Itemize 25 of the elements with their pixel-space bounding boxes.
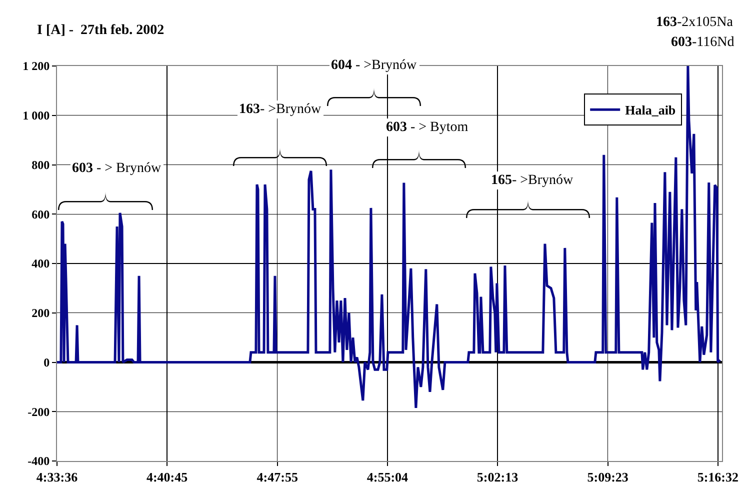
y-tick-label: 800 [32,158,50,172]
annotation: 163- >Brynów [239,102,322,117]
y-axis-title: I [A] - 27th feb. 2002 [37,23,164,38]
y-tick-label: 1 200 [22,59,50,74]
annotation: 603 - > Bytom [386,120,468,135]
x-tick-label: 5:09:23 [587,470,629,485]
annotation: 604 - >Brynów [331,58,418,73]
legend-label: Hala_aib [625,102,676,118]
y-tick-label: 600 [32,207,50,222]
x-tick-label: 4:40:45 [146,470,188,485]
text: 603-116Nd [671,35,734,50]
annotation: 603 - > Brynów [72,161,162,176]
x-tick-label: 5:16:32 [697,470,738,485]
x-tick-label: 5:02:13 [476,470,519,485]
text: 163-2x105Na [656,15,734,30]
y-tick-label: 200 [32,306,50,320]
x-tick-label: 4:55:04 [366,470,409,485]
y-tick-label: 1 000 [22,108,50,123]
y-tick-label: -400 [28,454,50,468]
y-tick-label: 400 [32,256,50,271]
x-tick-label: 4:33:36 [36,470,78,485]
y-tick-label: -200 [28,404,50,419]
annotation: 165- >Brynów [491,173,574,188]
y-tick-label: 0 [44,355,50,370]
x-tick-label: 4:47:55 [256,470,298,485]
